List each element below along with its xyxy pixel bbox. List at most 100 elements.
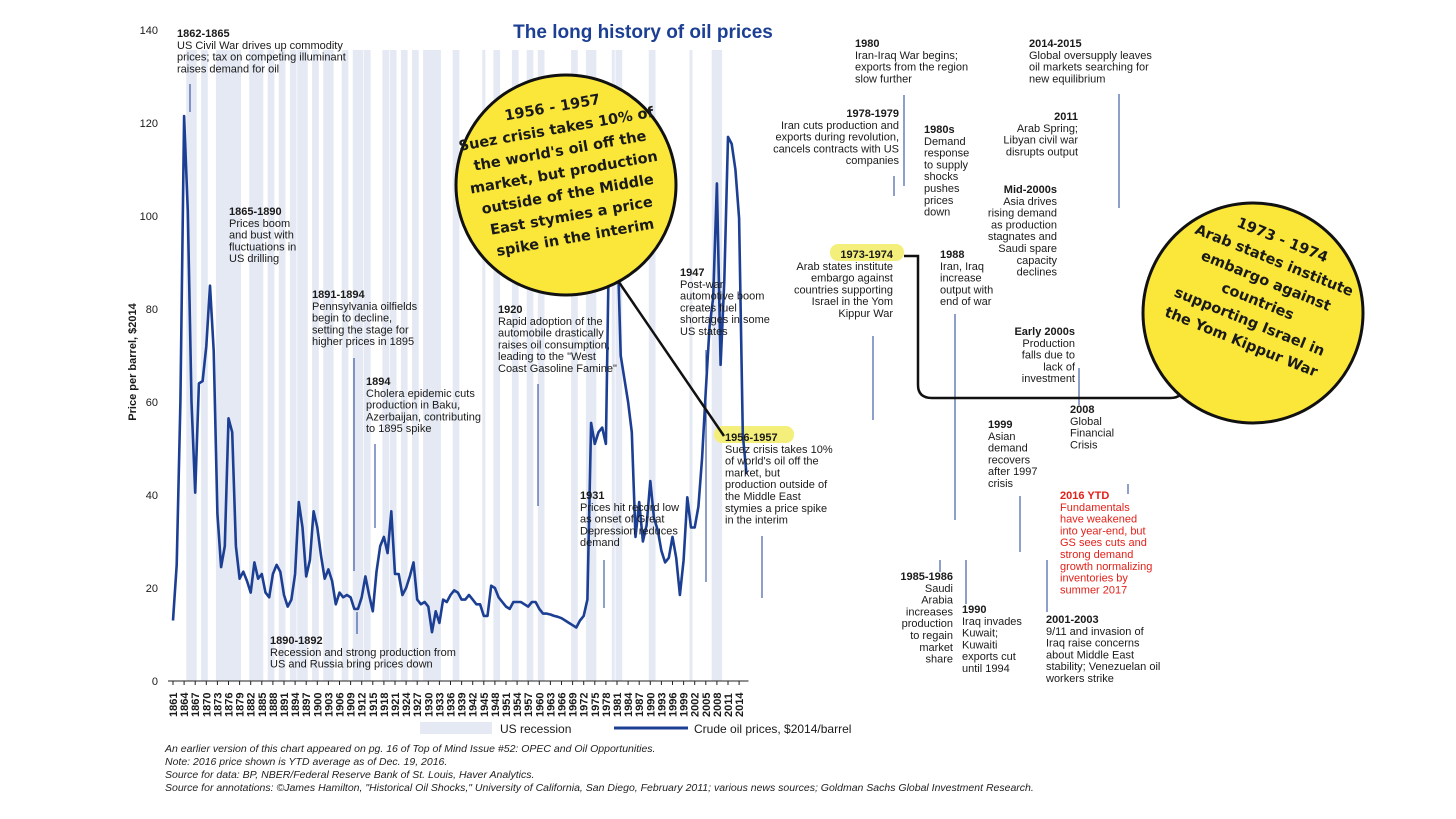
annotation-line: setting the stage for bbox=[312, 324, 409, 336]
x-tick-label: 1954 bbox=[512, 692, 524, 717]
annotation: 1920 Rapid adoption of the automobile dras… bbox=[498, 304, 617, 375]
x-tick-label: 1996 bbox=[668, 693, 680, 717]
note-3: Source for data: BP, NBER/Federal Reserv… bbox=[165, 769, 535, 781]
x-tick-label: 1888 bbox=[268, 693, 280, 717]
annotation-line: leading to the "West bbox=[498, 351, 596, 363]
x-tick-label: 1948 bbox=[490, 693, 502, 717]
x-tick-label: 1894 bbox=[290, 692, 302, 717]
annotation-line: as onset of Great bbox=[580, 514, 664, 526]
legend: US recession Crude oil prices, $2014/bar… bbox=[420, 722, 851, 736]
annotation: 1891-1894 Pennsylvania oilfields begin to … bbox=[312, 289, 418, 348]
recession-band bbox=[611, 50, 615, 681]
x-tick-label: 2002 bbox=[690, 693, 702, 717]
recession-band bbox=[452, 50, 460, 681]
annotation-line: raises oil consumption, bbox=[498, 339, 610, 351]
annotation-line: stymies a price spike bbox=[725, 503, 827, 515]
x-tick-label: 1909 bbox=[346, 693, 358, 717]
annotation-head: 2016 YTD bbox=[1060, 490, 1109, 502]
annotation-line: cancels contracts with US bbox=[773, 143, 899, 155]
annotation-line: output with bbox=[940, 284, 993, 296]
annotation-line: Coast Gasoline Famine" bbox=[498, 363, 617, 375]
annotation-line: in the interim bbox=[725, 515, 788, 527]
annotation-line: end of war bbox=[940, 296, 992, 308]
annotation: 1985-1986 Saudi Arabia increases production t… bbox=[900, 571, 953, 666]
annotation-head: 1956-1957 bbox=[725, 432, 778, 444]
annotation-line: creates fuel bbox=[680, 302, 737, 314]
annotation-line: stagnates and bbox=[988, 231, 1057, 243]
annotation-line: Financial bbox=[1070, 428, 1114, 440]
annotation-line: Saudi bbox=[925, 583, 953, 595]
annotation-line: Rapid adoption of the bbox=[498, 316, 603, 328]
y-tick-label: 0 bbox=[152, 676, 158, 688]
annotation-line: Arab states institute bbox=[796, 261, 893, 273]
annotation-head: 1894 bbox=[366, 376, 391, 388]
x-tick-label: 1864 bbox=[179, 692, 191, 717]
annotation: 1947 Post-war automotive boom creates fuel s… bbox=[680, 267, 770, 338]
recession-band bbox=[323, 50, 334, 681]
recession-band bbox=[493, 50, 501, 681]
x-tick-label: 2005 bbox=[701, 693, 713, 717]
note-2: Note: 2016 price shown is YTD average as… bbox=[165, 756, 448, 768]
annotation-leaders bbox=[189, 84, 1129, 634]
annotation-line: increases bbox=[906, 606, 954, 618]
recession-band bbox=[389, 50, 397, 681]
annotation: 1894 Cholera epidemic cuts production in B… bbox=[366, 376, 481, 435]
annotation-line: automotive boom bbox=[680, 291, 764, 303]
highlight-1973 bbox=[830, 244, 904, 261]
annotation: Mid-2000s Asia drives rising demand as prod… bbox=[988, 184, 1058, 279]
x-tick-label: 1957 bbox=[523, 693, 535, 717]
x-tick-label: 2008 bbox=[712, 693, 724, 717]
y-tick-label: 100 bbox=[140, 211, 158, 223]
x-tick-label: 1951 bbox=[501, 693, 513, 717]
annotation-head: 1862-1865 bbox=[177, 28, 230, 40]
x-tick-label: 1936 bbox=[446, 693, 458, 717]
annotation-head: 1980 bbox=[855, 38, 879, 50]
footnotes: An earlier version of this chart appeare… bbox=[165, 743, 1265, 795]
recession-band bbox=[615, 50, 623, 681]
annotation-line: as production bbox=[991, 219, 1057, 231]
annotation-line: shocks bbox=[924, 171, 959, 183]
annotation-line: about Middle East bbox=[1046, 649, 1134, 661]
annotation-line: demand bbox=[988, 443, 1028, 455]
annotation-line: lack of bbox=[1043, 361, 1076, 373]
chart-title: The long history of oil prices bbox=[513, 22, 773, 43]
annotation-head: Early 2000s bbox=[1014, 326, 1075, 338]
x-tick-label: 1930 bbox=[423, 693, 435, 717]
annotation-line: oil markets searching for bbox=[1029, 62, 1149, 74]
x-tick-label: 1870 bbox=[201, 693, 213, 717]
annotation-head: 2008 bbox=[1070, 404, 1094, 416]
annotation-line: Asia drives bbox=[1003, 196, 1057, 208]
x-tick-label: 1915 bbox=[368, 693, 380, 717]
annotation-line: US states bbox=[680, 326, 728, 338]
annotation-head: 1947 bbox=[680, 267, 704, 279]
annotation-line: to regain bbox=[910, 630, 953, 642]
callout-embargo-circle bbox=[1141, 201, 1365, 425]
recession-band bbox=[400, 50, 408, 681]
annotation-line: until 1994 bbox=[962, 663, 1010, 675]
annotation-line: strong demand bbox=[1060, 549, 1133, 561]
legend-recession-swatch bbox=[420, 722, 492, 734]
annotation: 1999 Asian demand recovers after 1997 crisis bbox=[988, 419, 1038, 490]
x-tick-label: 1987 bbox=[634, 693, 646, 717]
annotation-line: higher prices in 1895 bbox=[312, 336, 414, 348]
x-tick-label: 1933 bbox=[434, 693, 446, 717]
x-tick-label: 1960 bbox=[534, 693, 546, 717]
recession-band bbox=[352, 50, 364, 681]
annotation-line: market bbox=[919, 642, 953, 654]
annotation: 1973-1974 Arab states institute embargo ag… bbox=[794, 249, 894, 320]
annotation: 2016 YTD Fundamentals have weakened into ye… bbox=[1060, 490, 1152, 596]
x-tick-label: 1900 bbox=[312, 693, 324, 717]
annotation: 1890-1892 Recession and strong production… bbox=[270, 635, 456, 671]
annotation-head: 2001-2003 bbox=[1046, 614, 1099, 626]
annotation-line: Kuwaiti bbox=[962, 639, 997, 651]
annotation: 1931 Prices hit record low as onset of Gre… bbox=[580, 490, 679, 549]
annotation-line: production in Baku, bbox=[366, 400, 460, 412]
annotation-line: Iran cuts production and bbox=[781, 120, 899, 132]
x-tick-label: 1891 bbox=[279, 693, 291, 717]
annotation-line: into year-end, but bbox=[1060, 525, 1146, 537]
annotation-head: 2014-2015 bbox=[1029, 38, 1082, 50]
x-tick-label: 1873 bbox=[212, 693, 224, 717]
recession-band bbox=[423, 50, 441, 681]
annotation: 2014-2015 Global oversupply leaves oil mar… bbox=[1029, 38, 1152, 85]
recession-band bbox=[648, 50, 656, 681]
